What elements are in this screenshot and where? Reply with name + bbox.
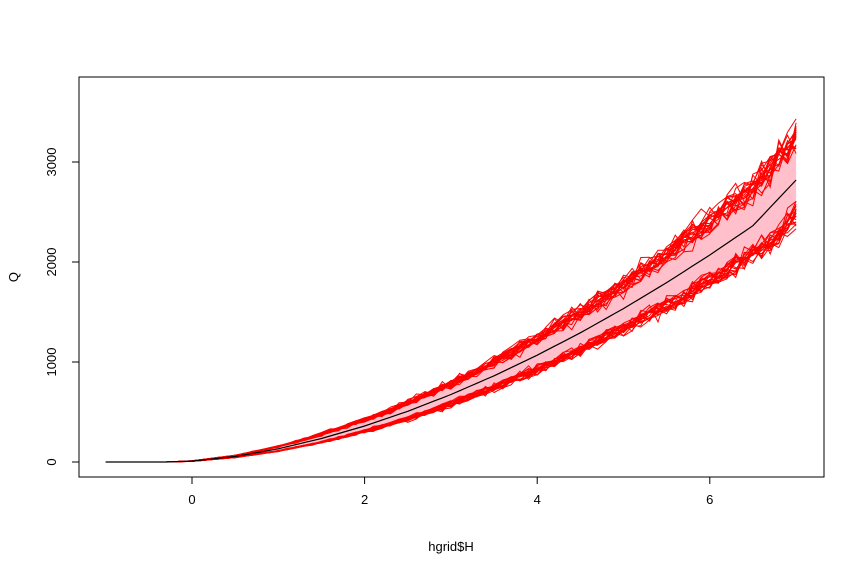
x-tick-label: 4 bbox=[534, 492, 541, 507]
y-tick-label: 3000 bbox=[44, 148, 59, 177]
x-tick-label: 2 bbox=[361, 492, 368, 507]
y-tick-label: 2000 bbox=[44, 248, 59, 277]
x-axis-label: hgrid$H bbox=[428, 539, 474, 554]
axes: 0 2 4 6 0 1000 2000 3000 bbox=[44, 148, 713, 507]
y-tick-label: 1000 bbox=[44, 348, 59, 377]
simulation-line bbox=[105, 147, 797, 463]
x-tick-label: 0 bbox=[188, 492, 195, 507]
simulation-line bbox=[105, 223, 797, 463]
median-curve bbox=[105, 179, 797, 463]
simulation-line bbox=[105, 133, 797, 463]
simulation-line bbox=[105, 122, 797, 463]
y-tick-label: 0 bbox=[44, 458, 59, 465]
simulation-line bbox=[105, 146, 797, 463]
uncertainty-band bbox=[105, 144, 797, 462]
plot-area bbox=[105, 118, 797, 463]
simulation-line bbox=[105, 144, 797, 463]
simulation-line bbox=[105, 126, 797, 463]
x-tick-label: 6 bbox=[706, 492, 713, 507]
y-axis-label: Q bbox=[6, 272, 21, 282]
